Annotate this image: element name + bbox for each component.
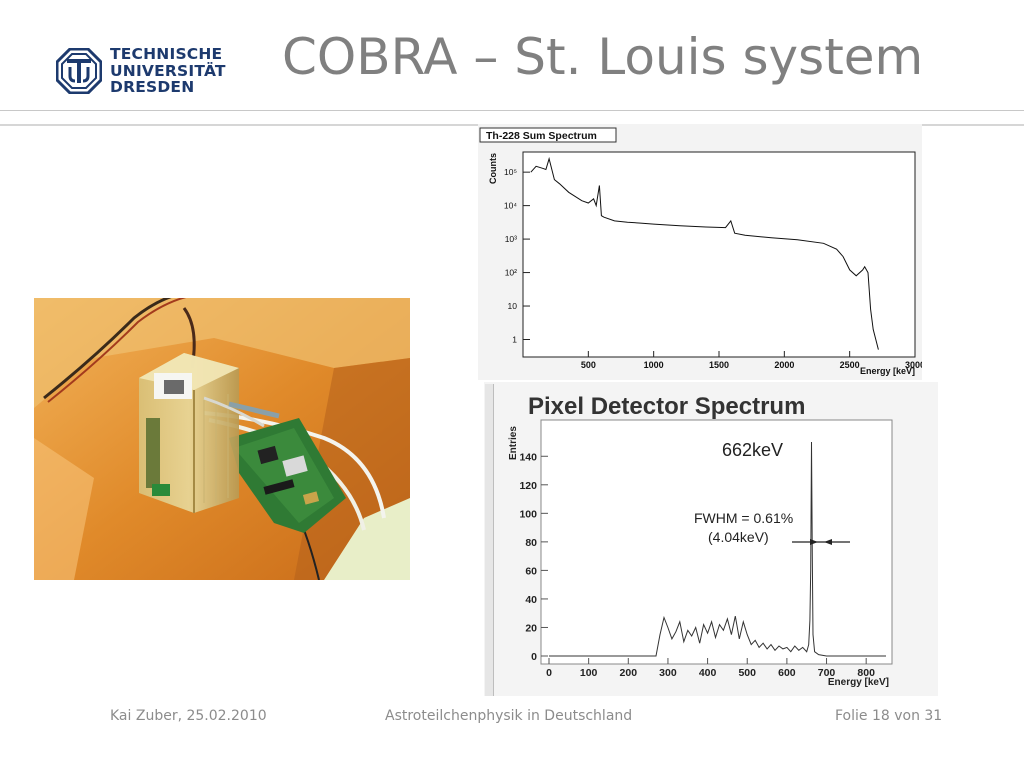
chart2-x-tick-label: 800 (857, 667, 875, 679)
chart2-peak-annotation: 662keV (722, 440, 783, 460)
chart1-y-tick-label: 10⁵ (504, 167, 517, 177)
chart2-x-tick-label: 300 (659, 667, 677, 679)
chart2-x-tick-label: 700 (818, 667, 836, 679)
chart1-x-tick-label: 3000 (905, 360, 922, 370)
chart1-xlabel: Energy [keV] (860, 366, 915, 376)
logo-line-2: UNIVERSITÄT (110, 61, 226, 80)
chart2-fwhm-kev-annotation: (4.04keV) (708, 529, 769, 545)
chart2-fwhm-arrowhead-right (810, 539, 818, 545)
chart2-y-tick-label: 120 (519, 480, 537, 492)
chart1-x-tick-label: 2500 (840, 360, 860, 370)
chart1-y-tick-label: 10² (505, 268, 517, 278)
chart1-title: Th-228 Sum Spectrum (486, 130, 597, 142)
chart2-y-tick-label: 100 (519, 508, 537, 520)
detector-photo (34, 291, 410, 581)
chart1-x-tick-label: 1000 (644, 360, 664, 370)
chart1-y-tick-label: 10 (508, 301, 518, 311)
footer-author-date: Kai Zuber, 25.02.2010 (110, 708, 267, 724)
chart2-x-tick-label: 600 (778, 667, 796, 679)
logo-line-3: DRESDEN (110, 78, 195, 96)
chart2-y-tick-label: 60 (525, 565, 537, 577)
chart2-left-border (485, 384, 494, 696)
chart2-x-tick-label: 500 (738, 667, 756, 679)
chart2-y-tick-label: 40 (525, 594, 537, 606)
chart1-x-tick-label: 1500 (709, 360, 729, 370)
chart2-x-tick-label: 100 (580, 667, 598, 679)
chart2-x-tick-label: 400 (699, 667, 717, 679)
chart2-y-tick-label: 80 (525, 537, 537, 549)
chart1-y-tick-label: 10⁴ (504, 201, 517, 211)
chart1-y-tick-label: 1 (512, 334, 517, 344)
chart1-title-box (479, 127, 617, 143)
chart1-x-tick-label: 500 (581, 360, 596, 370)
chart2-fwhm-annotation: FWHM = 0.61% (694, 510, 793, 526)
chart2-y-tick-label: 0 (531, 651, 537, 663)
chart1-series-line (530, 156, 879, 350)
slide-title: COBRA – St. Louis system (282, 28, 924, 86)
tu-dresden-emblem-icon (56, 48, 102, 94)
chart2-fwhm-arrowhead-left (824, 539, 832, 545)
footer-course-title: Astroteilchenphysik in Deutschland (385, 708, 633, 724)
chart1-x-tick-label: 2000 (774, 360, 794, 370)
chart2-series-line (549, 441, 886, 657)
chart2-y-tick-label: 20 (525, 622, 537, 634)
chart1-y-tick-label: 10³ (505, 234, 517, 244)
th228-sum-spectrum-chart: Th-228 Sum Spectrum 500 1000 1500 2000 2500 3… (478, 124, 925, 380)
logo-wordmark: TECHNISCHE UNIVERSITÄT DRESDEN (110, 46, 226, 96)
chart1-plot-area (522, 151, 916, 358)
chart2-x-tick-label: 0 (546, 667, 552, 679)
chart2-y-tick-label: 140 (519, 451, 537, 463)
footer-page-number: Folie 18 von 31 (835, 708, 943, 724)
tu-dresden-logo: TECHNISCHE UNIVERSITÄT DRESDEN (56, 46, 226, 100)
header-divider (0, 110, 1024, 111)
pixel-detector-spectrum-chart: Pixel Detector Spectrum 0 100 200 300 400 500… (484, 382, 938, 696)
chart2-xlabel: Energy [keV] (828, 677, 889, 688)
chart2-title: Pixel Detector Spectrum (528, 393, 805, 420)
chart1-ylabel: Counts (488, 153, 498, 184)
logo-line-1: TECHNISCHE (110, 45, 223, 63)
chart2-x-tick-label: 200 (620, 667, 638, 679)
chart2-ylabel: Entries (508, 426, 519, 460)
